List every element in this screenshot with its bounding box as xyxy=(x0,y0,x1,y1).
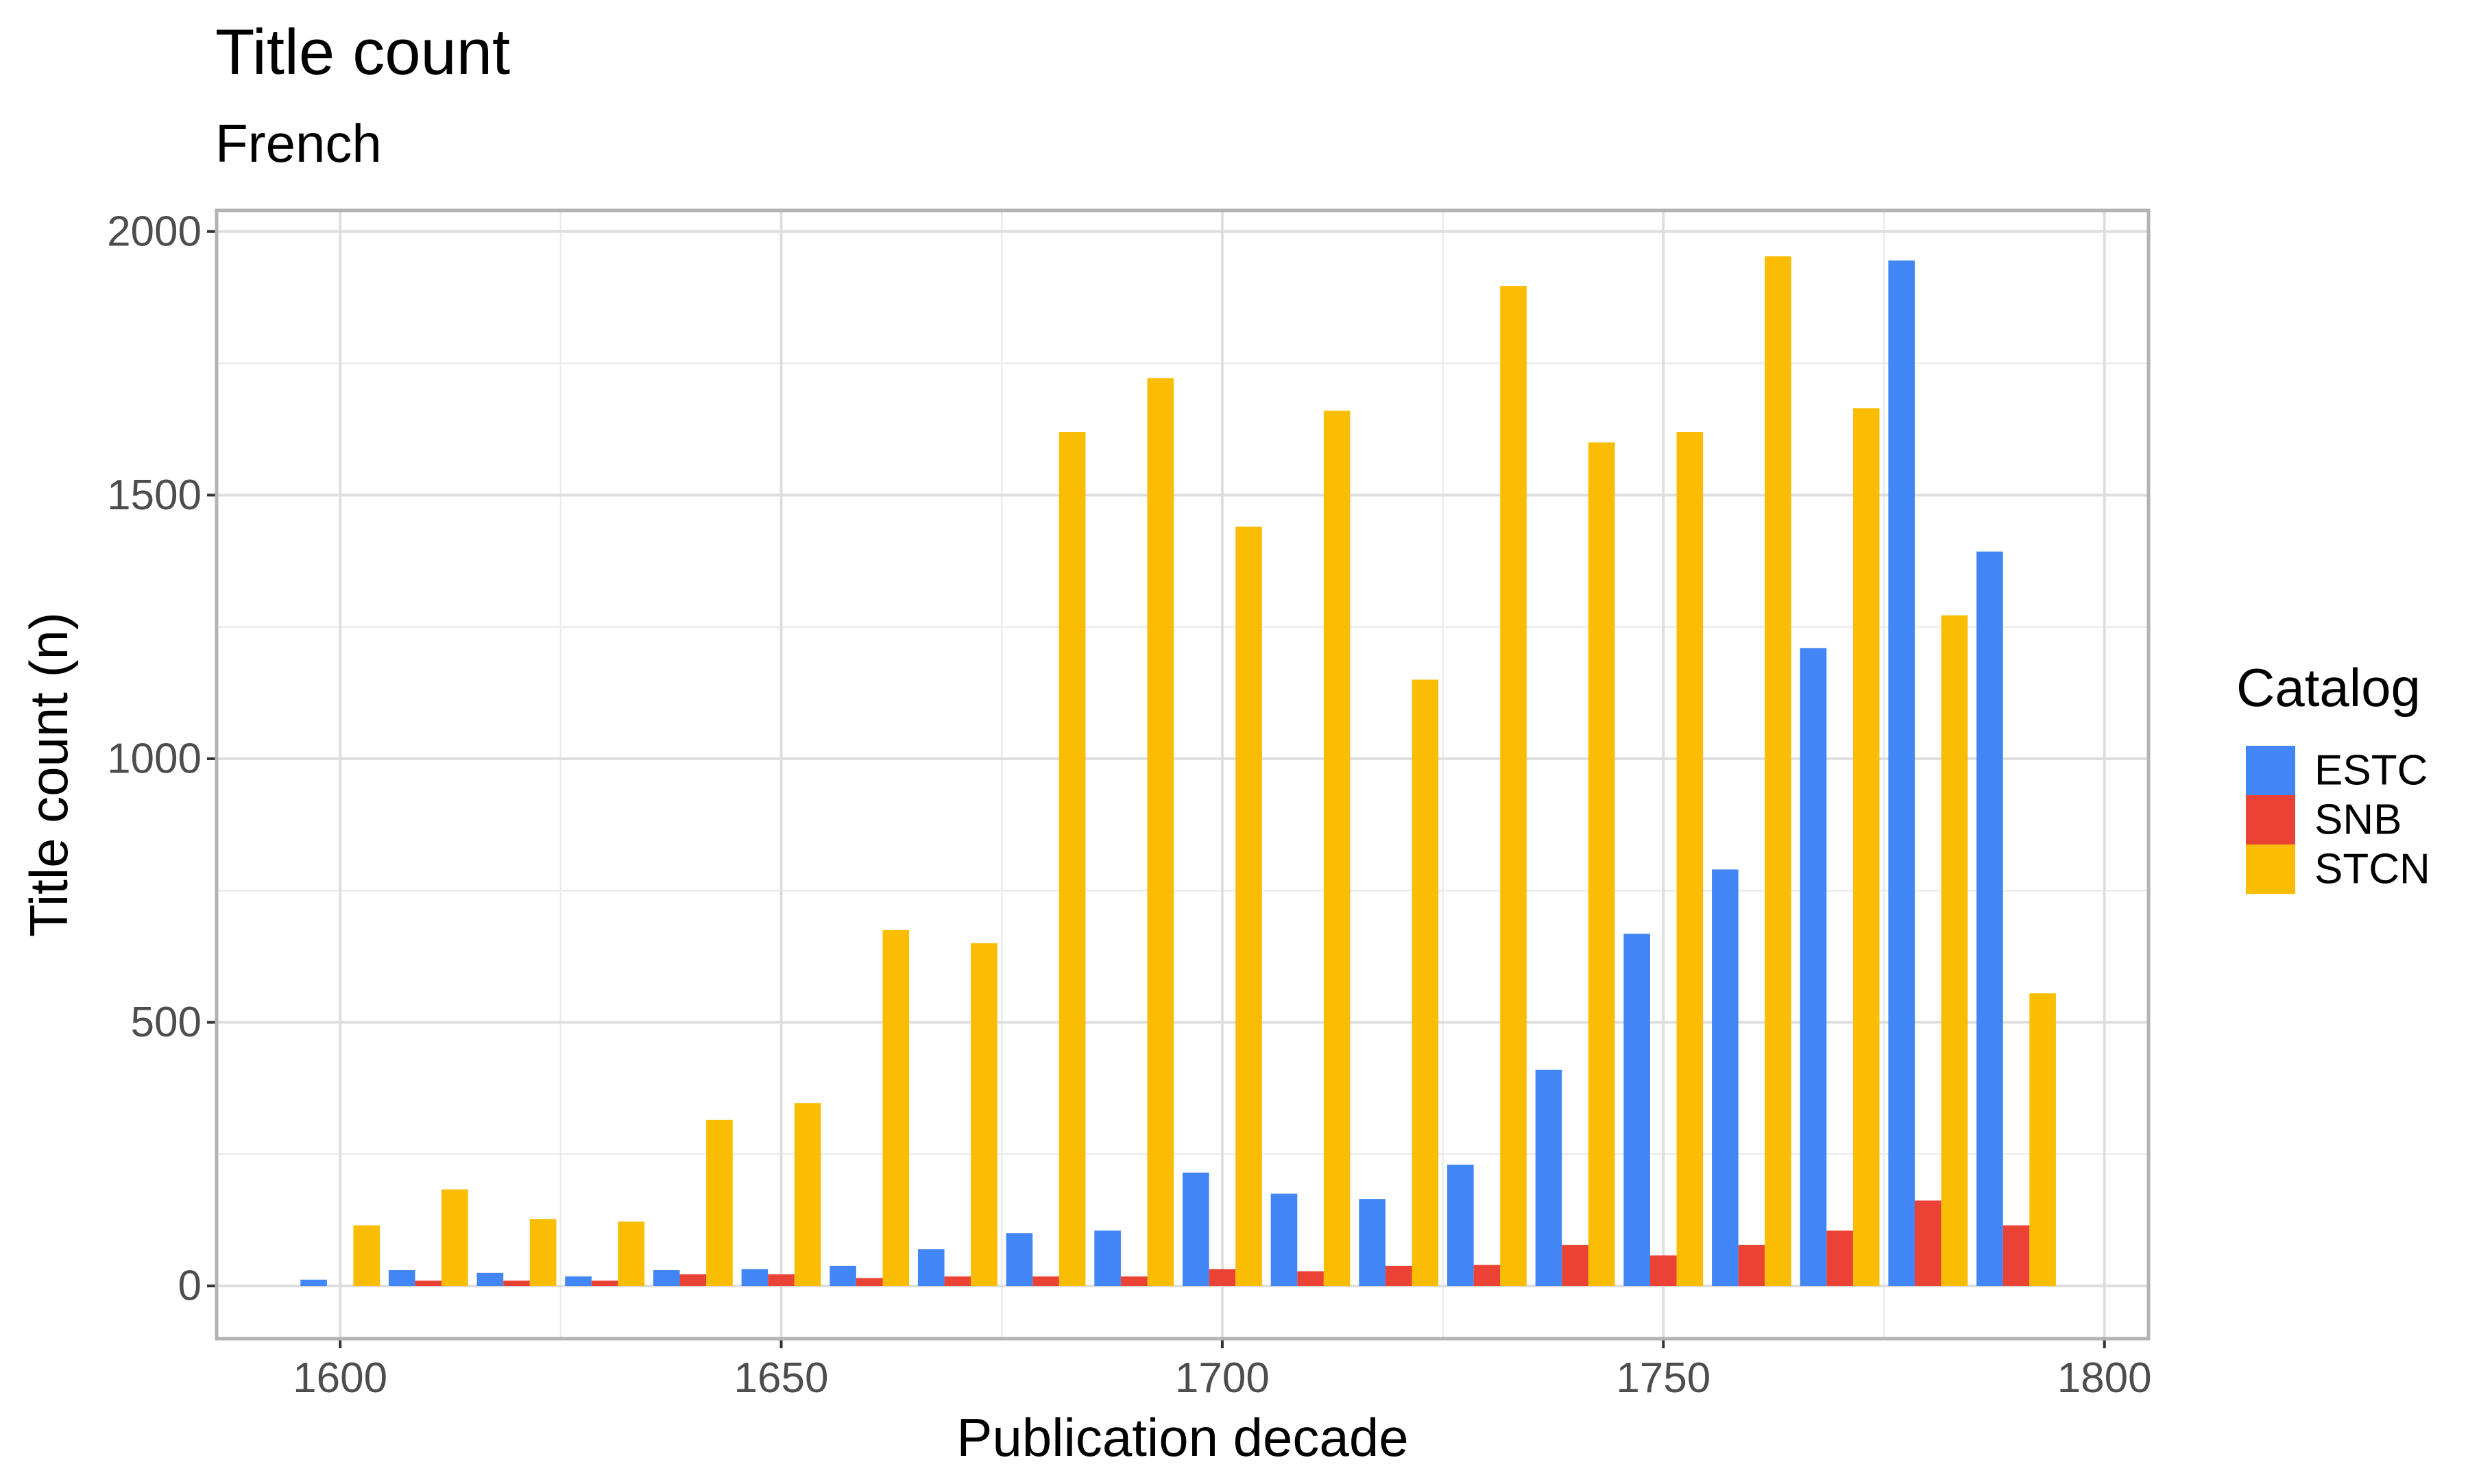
bar-stcn xyxy=(1500,285,1527,1287)
bar-stcn xyxy=(1941,615,1968,1287)
bar-estc xyxy=(388,1270,415,1287)
bar-estc xyxy=(1800,648,1827,1287)
x-axis: 1600 1650 1700 1750 1800 xyxy=(293,1339,2152,1402)
bar-stcn xyxy=(1765,256,1791,1287)
bar-snb xyxy=(1385,1265,1412,1287)
y-tick-label: 1000 xyxy=(107,735,202,782)
bar-estc xyxy=(1623,934,1650,1287)
bar-snb xyxy=(1120,1276,1148,1287)
bar-stcn xyxy=(1147,378,1174,1287)
bar-estc xyxy=(741,1269,769,1287)
bar-estc xyxy=(830,1265,856,1287)
bar-snb xyxy=(856,1278,883,1287)
bar-estc xyxy=(1183,1172,1209,1287)
bar-stcn xyxy=(706,1119,733,1287)
bar-stcn xyxy=(1058,432,1086,1287)
bar-estc xyxy=(917,1249,945,1287)
bar-stcn xyxy=(618,1221,645,1287)
bar-estc xyxy=(476,1272,504,1287)
y-tick-label: 2000 xyxy=(107,208,202,255)
chart-subtitle: French xyxy=(215,113,382,173)
x-tick-label: 1600 xyxy=(293,1354,387,1402)
bar-snb xyxy=(1562,1245,1588,1287)
bar-snb xyxy=(1826,1230,1853,1287)
legend-key-snb xyxy=(2246,795,2295,844)
legend-key-estc xyxy=(2246,746,2295,795)
bar-stcn xyxy=(1676,432,1704,1287)
y-tick-label: 0 xyxy=(178,1263,202,1310)
bar-estc xyxy=(300,1279,327,1287)
x-tick-label: 1700 xyxy=(1175,1354,1270,1402)
y-tick-label: 500 xyxy=(131,999,202,1046)
bar-snb xyxy=(1649,1255,1677,1287)
bar-snb xyxy=(591,1280,618,1287)
legend-label-snb: SNB xyxy=(2314,796,2402,844)
bar-estc xyxy=(1359,1199,1386,1287)
bar-snb xyxy=(679,1274,707,1287)
bar-snb xyxy=(1738,1245,1765,1287)
bar-estc xyxy=(1712,869,1739,1287)
y-tick-label: 1500 xyxy=(107,472,202,519)
legend-key-stcn xyxy=(2246,844,2295,894)
bar-snb xyxy=(1915,1200,1941,1287)
y-axis-label: Title count (n) xyxy=(19,612,79,937)
bar-snb xyxy=(1473,1265,1501,1287)
bar-estc xyxy=(1447,1165,1474,1287)
x-tick-label: 1750 xyxy=(1616,1354,1710,1402)
bar-estc xyxy=(1270,1193,1298,1287)
bar-stcn xyxy=(353,1225,380,1287)
bar-stcn xyxy=(529,1219,557,1287)
bar-snb xyxy=(415,1280,442,1287)
chart-title: Title count xyxy=(215,16,510,88)
bar-stcn xyxy=(441,1189,468,1287)
bar-snb xyxy=(1297,1271,1324,1287)
x-tick-label: 1800 xyxy=(2057,1354,2152,1402)
bar-snb xyxy=(944,1276,971,1287)
bar-snb xyxy=(768,1274,795,1287)
x-axis-label: Publication decade xyxy=(956,1407,1408,1468)
bar-stcn xyxy=(2029,993,2056,1287)
bar-stcn xyxy=(971,943,997,1287)
bar-snb xyxy=(1032,1276,1059,1287)
bar-estc xyxy=(1094,1230,1121,1287)
legend-label-estc: ESTC xyxy=(2314,747,2428,794)
bar-stcn xyxy=(1235,526,1262,1287)
legend-label-stcn: STCN xyxy=(2314,846,2430,893)
bar-estc xyxy=(1888,260,1915,1287)
bar-stcn xyxy=(794,1103,821,1287)
bar-estc xyxy=(1006,1233,1033,1287)
bar-stcn xyxy=(882,929,910,1287)
grid xyxy=(217,210,2149,1339)
bar-estc xyxy=(565,1276,592,1287)
bar-snb xyxy=(503,1280,530,1287)
plot-panel-border xyxy=(215,208,2151,1341)
bar-stcn xyxy=(1323,411,1351,1287)
bar-estc xyxy=(1535,1069,1562,1287)
bar-snb xyxy=(1209,1269,1236,1287)
bar-estc xyxy=(653,1270,680,1287)
legend-title: Catalog xyxy=(2236,657,2421,718)
bars xyxy=(300,256,2056,1287)
bar-snb xyxy=(2003,1225,2030,1287)
bar-estc xyxy=(1976,551,2003,1287)
bar-stcn xyxy=(1852,408,1880,1287)
bar-stcn xyxy=(1588,442,1615,1287)
bar-stcn xyxy=(1412,679,1439,1287)
y-axis: 0 500 1000 1500 2000 xyxy=(107,208,217,1310)
x-tick-label: 1650 xyxy=(734,1354,829,1402)
